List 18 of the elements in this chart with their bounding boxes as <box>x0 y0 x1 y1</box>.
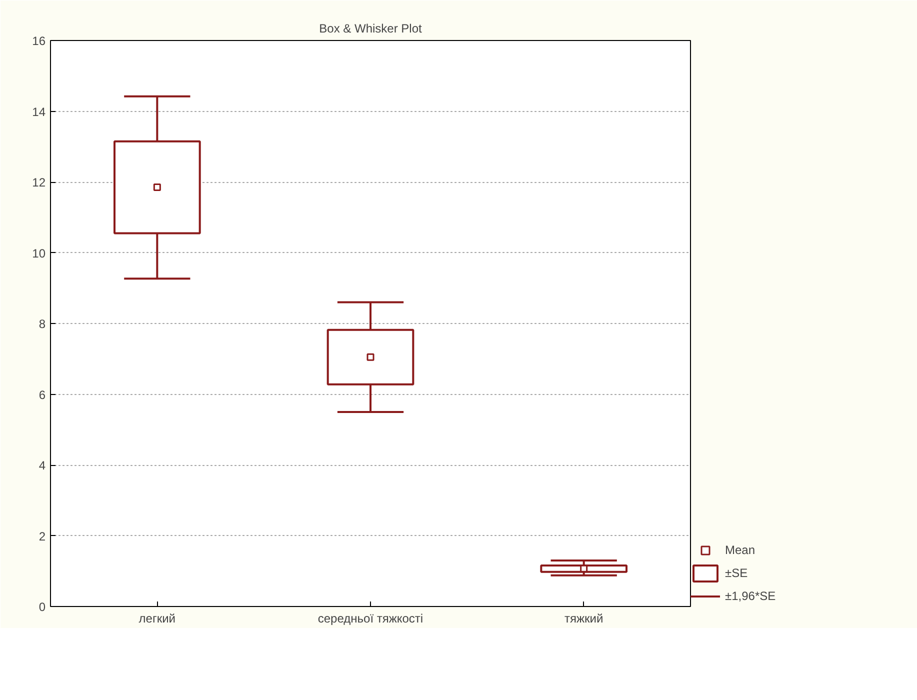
x-tick-label: легкий <box>138 612 176 626</box>
y-tick-label: 8 <box>38 317 46 331</box>
point <box>153 184 161 192</box>
x-tick-label: тяжкий <box>564 612 604 626</box>
y-tick-label: 10 <box>32 246 46 260</box>
text: ±1,96*SE <box>725 589 776 603</box>
y-tick-label: 6 <box>38 388 46 402</box>
y-tick-label: 14 <box>32 104 46 119</box>
legend-label: ±SE <box>725 566 748 580</box>
y-tick-label: 16 <box>32 34 46 48</box>
y-tick-label: 4 <box>38 458 46 472</box>
legend-label: Mean <box>725 543 756 557</box>
y-tick-label: 0 <box>38 600 46 614</box>
y-tick-label: 12 <box>32 176 46 190</box>
y-tick-label: 2 <box>38 529 46 544</box>
point <box>366 353 374 361</box>
chart-title: Box & Whisker Plot <box>319 22 423 36</box>
x-tick-label: середньої тяжкості <box>318 612 424 626</box>
